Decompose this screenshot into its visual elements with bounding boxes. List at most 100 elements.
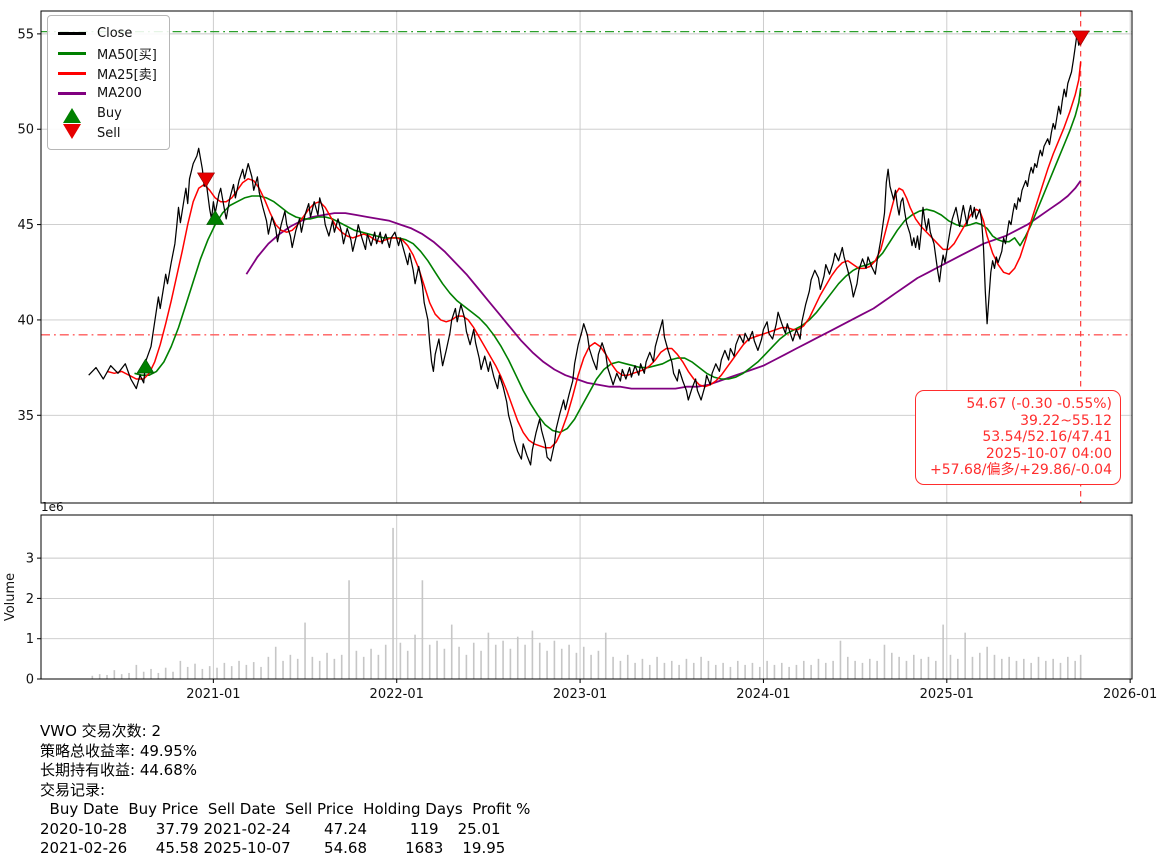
volume-bar: [648, 664, 651, 679]
sell-marker: [196, 172, 216, 188]
volume-bar: [106, 674, 108, 679]
volume-bar: [252, 662, 255, 679]
volume-bar: [370, 648, 372, 679]
volume-bar: [795, 664, 798, 679]
volume-bar: [678, 664, 680, 679]
volume-tick-label: 1: [26, 632, 34, 647]
volume-bar: [208, 666, 211, 679]
volume-bar: [685, 658, 688, 679]
volume-bar: [905, 660, 908, 679]
volume-bar: [414, 634, 416, 679]
volume-bar: [817, 658, 820, 679]
volume-bar: [472, 642, 475, 679]
volume-bar: [1030, 662, 1032, 679]
volume-bar: [524, 644, 526, 679]
volume-bar: [186, 666, 189, 679]
volume-bar: [942, 624, 944, 679]
volume-bar: [135, 664, 138, 679]
volume-bar: [700, 656, 702, 679]
sell-marker: [1071, 30, 1090, 46]
volume-bar: [1023, 658, 1025, 679]
legend-label-close: Close: [97, 25, 133, 41]
volume-bar: [964, 632, 966, 679]
volume-bar: [692, 662, 695, 679]
volume-tick-label: 3: [26, 552, 34, 567]
annotation-indicators: +57.68/偏多/+29.86/-0.04: [930, 462, 1112, 479]
date-tick-label: 2022-01: [370, 687, 424, 702]
volume-bar: [832, 660, 834, 679]
volume-bar: [824, 662, 827, 679]
volume-bar: [216, 667, 218, 679]
volume-bar: [722, 662, 724, 679]
sell-triangle-icon: [57, 123, 87, 139]
series-ma50: [134, 87, 1082, 434]
volume-bar: [634, 662, 636, 679]
legend-label-sell: Sell: [97, 125, 121, 141]
volume-bar: [392, 527, 394, 679]
volume-bar: [120, 674, 123, 679]
volume-bar: [340, 654, 343, 679]
volume-bar: [428, 644, 431, 679]
volume-bar: [766, 660, 768, 679]
volume-bar: [780, 662, 783, 679]
volume-bar: [333, 658, 336, 679]
volume-bar: [736, 660, 739, 679]
ma25-line-swatch: [57, 71, 87, 75]
volume-bar: [553, 640, 556, 679]
volume-bar: [604, 632, 607, 679]
volume-bar: [758, 666, 761, 679]
volume-bar: [384, 644, 387, 679]
volume-bar: [274, 646, 277, 679]
volume-bar: [1008, 656, 1010, 679]
volume-bar: [729, 666, 732, 679]
volume-bar: [971, 656, 974, 679]
volume-bar: [516, 636, 519, 679]
buy-marker: [136, 358, 155, 374]
volume-bar: [260, 666, 262, 679]
ma200-line-swatch: [57, 91, 87, 95]
volume-bar: [949, 654, 952, 679]
date-tick-label: 2021-01: [186, 687, 240, 702]
volume-bar: [935, 660, 937, 679]
volume-bar: [443, 648, 446, 679]
volume-axes-frame: [40, 514, 1133, 680]
volume-bar: [436, 640, 438, 679]
price-tick-label: 50: [17, 123, 34, 138]
volume-bar: [318, 660, 321, 679]
volume-bar: [839, 640, 842, 679]
volume-bar: [201, 668, 204, 679]
price-tick-label: 35: [17, 409, 34, 424]
volume-bar: [150, 668, 152, 679]
price-tick-label: 45: [17, 218, 34, 233]
trades-count-line: VWO 交易次数: 2: [40, 722, 162, 740]
volume-bar: [458, 646, 460, 679]
volume-bar: [421, 580, 424, 679]
volume-scale-offset: 1e6: [41, 500, 64, 514]
volume-bar: [304, 622, 306, 679]
close-line-swatch: [57, 31, 87, 35]
volume-bar: [846, 656, 849, 679]
volume-bar: [590, 654, 592, 679]
hold-return-line: 长期持有收益: 44.68%: [40, 761, 198, 779]
strategy-summary: VWO 交易次数: 2 策略总收益率: 49.95% 长期持有收益: 44.68…: [40, 722, 530, 859]
volume-tick-label: 2: [26, 592, 34, 607]
date-tick-label: 2025-01: [920, 687, 974, 702]
volume-bar: [311, 656, 314, 679]
volume-bar: [128, 672, 130, 679]
annotation-price-change: 54.67 (-0.30 -0.55%): [966, 396, 1112, 412]
volume-bar: [164, 667, 167, 679]
legend-label-ma200: MA200: [97, 85, 142, 101]
volume-bar: [568, 644, 570, 679]
volume-bar: [810, 664, 812, 679]
volume-bar: [223, 662, 226, 679]
volume-bar: [1059, 662, 1062, 679]
volume-bar: [876, 660, 878, 679]
volume-bar: [179, 660, 182, 679]
volume-bar: [626, 654, 629, 679]
volume-bar: [582, 646, 585, 679]
volume-bar: [1067, 656, 1069, 679]
ma50-line-swatch: [57, 51, 87, 55]
volume-bar: [267, 656, 270, 679]
legend-item-ma50: MA50[买]: [57, 43, 157, 63]
